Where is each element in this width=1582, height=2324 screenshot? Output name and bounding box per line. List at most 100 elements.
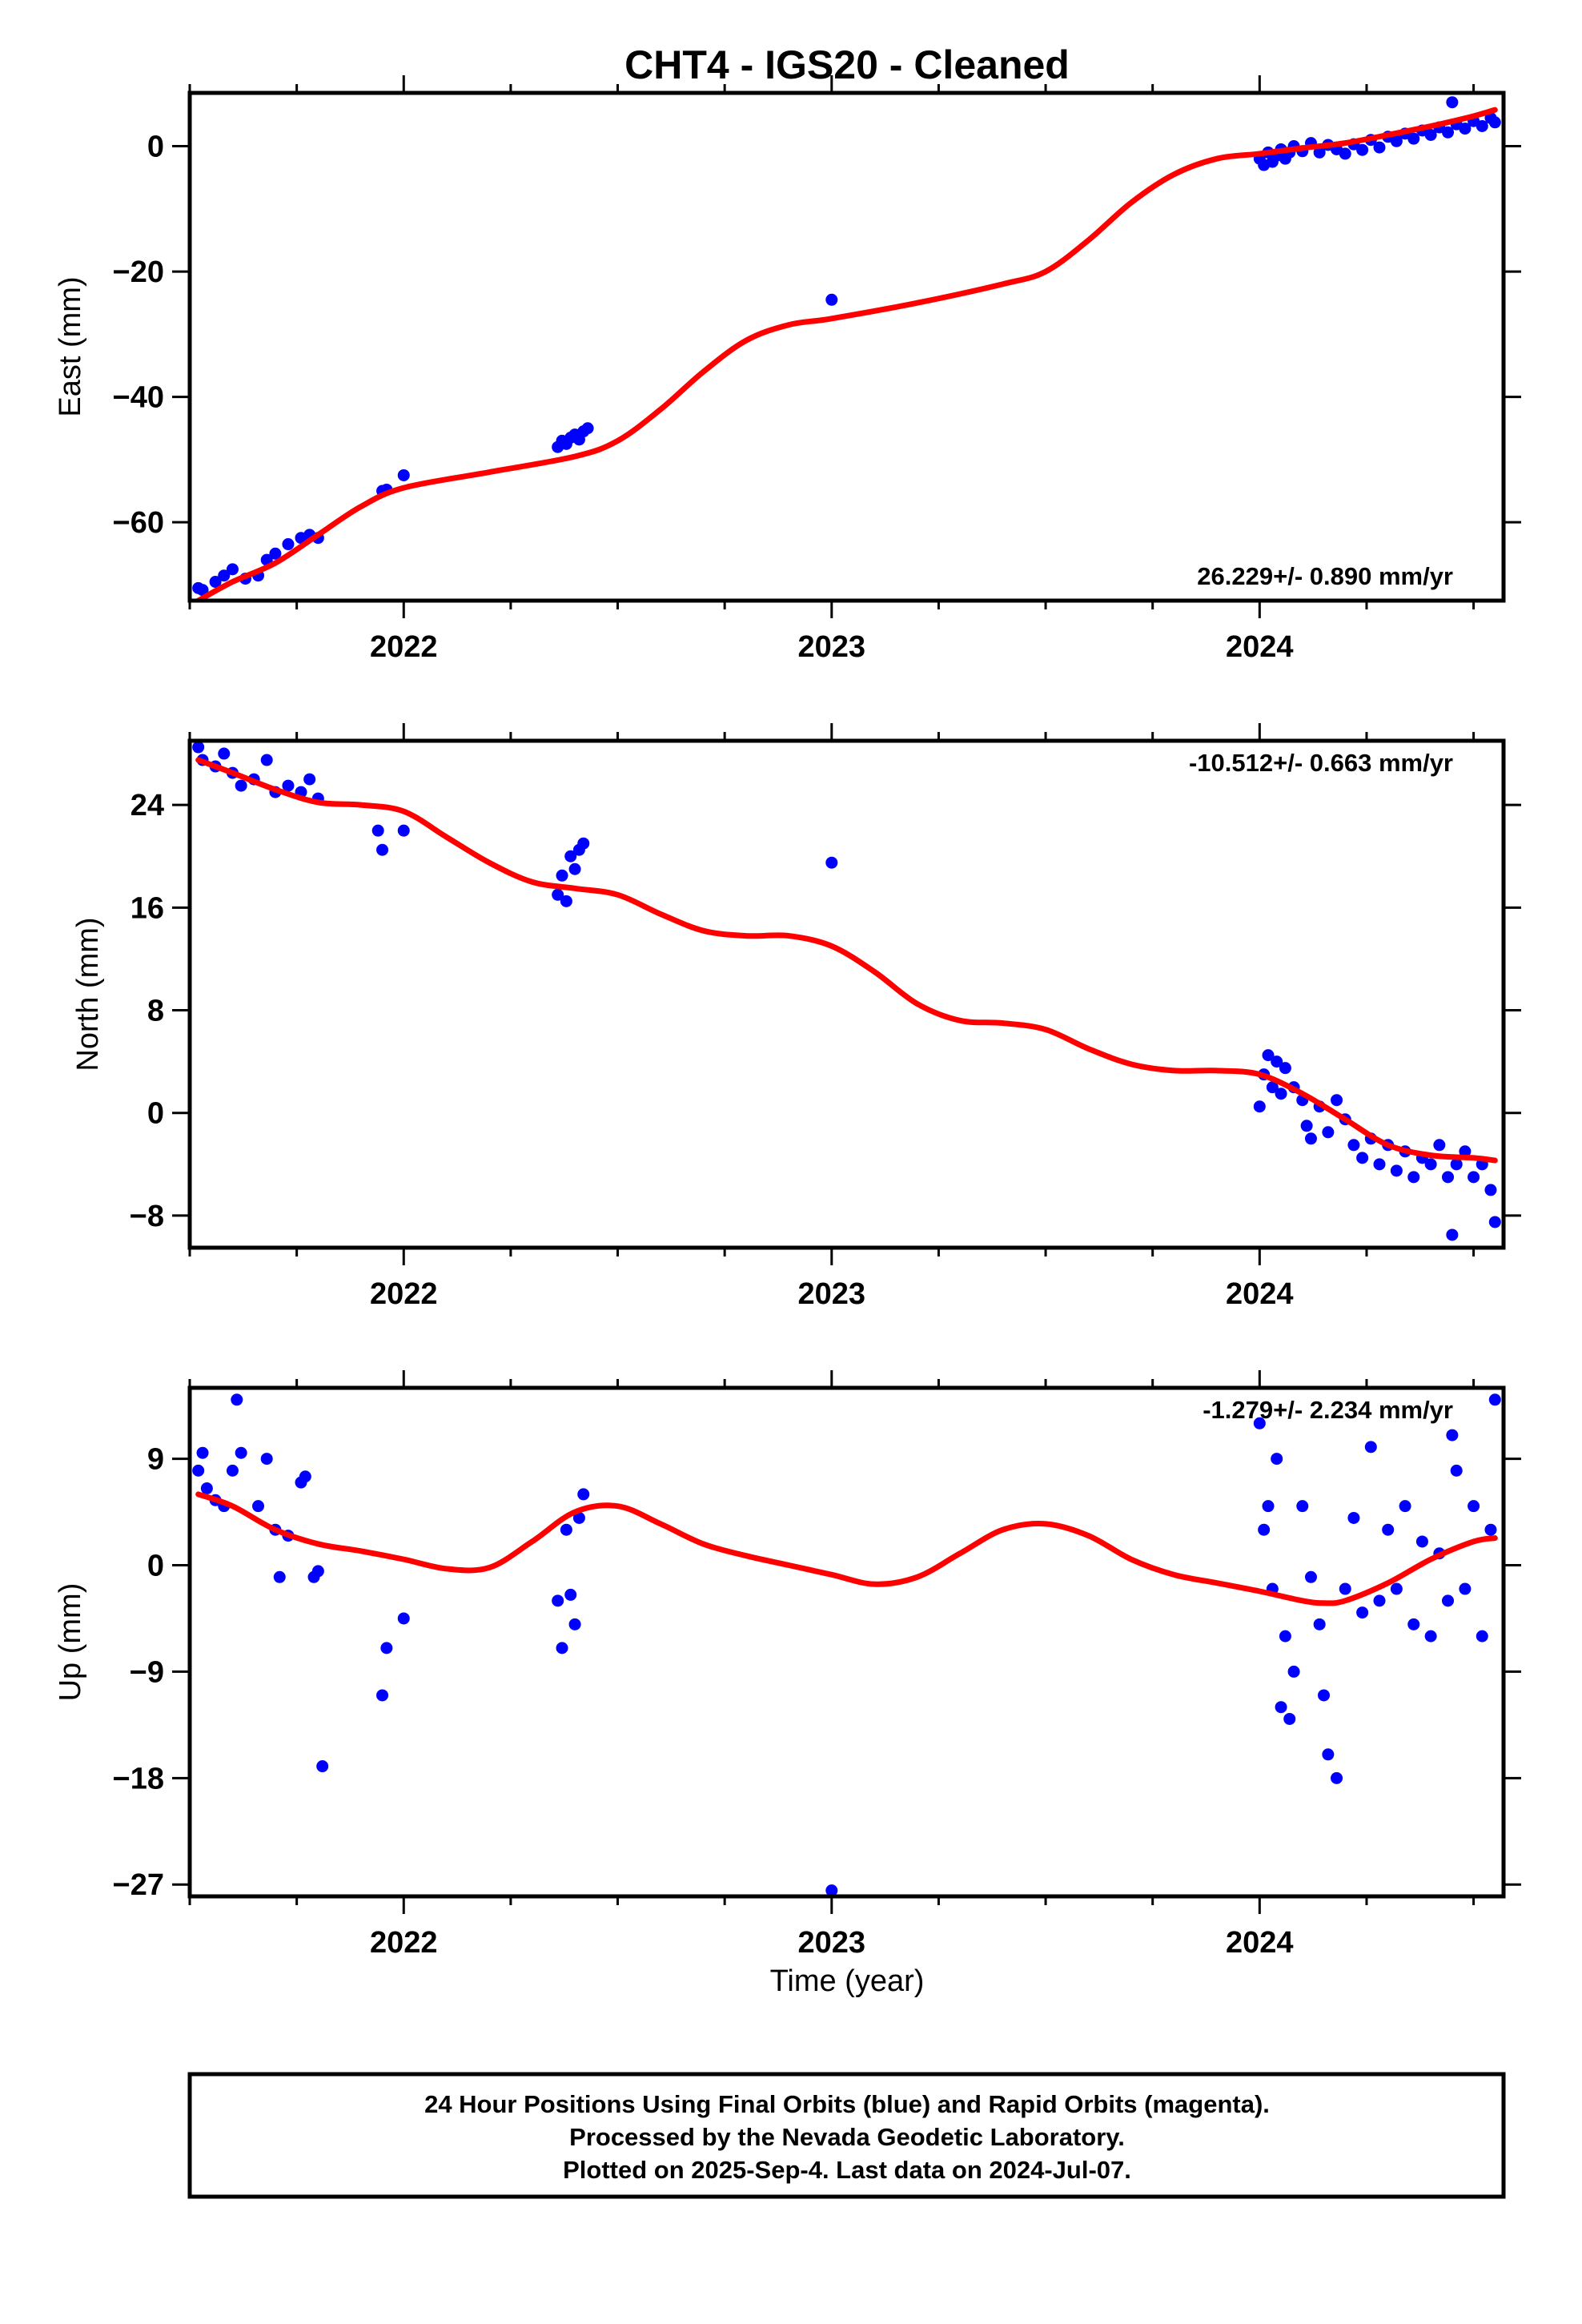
- up-data-point: [1275, 1701, 1287, 1714]
- figure-title: CHT4 - IGS20 - Cleaned: [624, 42, 1070, 87]
- east-data-point: [226, 563, 239, 576]
- up-data-point: [1287, 1665, 1300, 1678]
- east-rate-label: 26.229+/- 0.890 mm/yr: [1197, 562, 1453, 590]
- north-data-point: [1304, 1132, 1317, 1145]
- north-data-point: [1279, 1062, 1291, 1075]
- north-y-tick-label: 8: [147, 995, 164, 1028]
- up-y-tick-label: 0: [147, 1550, 164, 1583]
- up-data-point: [1304, 1570, 1317, 1583]
- up-data-point: [196, 1446, 209, 1459]
- north-y-tick-label: −8: [130, 1200, 164, 1233]
- east-fit-line: [195, 107, 1498, 601]
- north-data-point: [1442, 1171, 1455, 1184]
- north-data-point: [1488, 1216, 1501, 1228]
- up-plot-frame: [187, 1385, 1506, 1899]
- north-fit-line: [195, 757, 1498, 1164]
- east-y-axis-label: East (mm): [54, 276, 87, 416]
- north-data-point: [560, 895, 572, 907]
- up-data-point: [273, 1570, 286, 1583]
- east-plot-frame: [187, 90, 1506, 603]
- up-data-point: [1468, 1500, 1480, 1513]
- up-y-axis-label: Up (mm): [54, 1583, 87, 1702]
- up-data-point: [1476, 1630, 1488, 1642]
- east-data-point: [209, 576, 222, 589]
- north-y-tick-label: 24: [130, 789, 164, 822]
- north-data-point: [282, 779, 295, 792]
- east-data-point: [1339, 147, 1351, 160]
- north-data-point: [192, 741, 205, 754]
- north-data-point: [564, 850, 577, 862]
- north-data-point: [1484, 1184, 1497, 1196]
- north-data-point: [1433, 1139, 1446, 1152]
- up-data-point: [1415, 1535, 1428, 1548]
- north-data-point: [825, 856, 838, 869]
- north-data-point: [1459, 1145, 1472, 1158]
- up-data-point: [1339, 1582, 1351, 1595]
- footer-line-3: Plotted on 2025-Sep-4. Last data on 2024…: [563, 2156, 1131, 2184]
- north-x-tick-label: 2024: [1226, 1277, 1294, 1311]
- up-data-point: [1442, 1594, 1455, 1607]
- up-data-point: [1373, 1594, 1386, 1607]
- up-data-point: [226, 1464, 239, 1477]
- up-data-point: [1484, 1523, 1497, 1536]
- up-data-point: [260, 1453, 273, 1466]
- east-data-point: [269, 547, 282, 560]
- up-fit-line: [195, 1491, 1498, 1606]
- north-data-point: [218, 747, 231, 760]
- up-data-point: [556, 1642, 568, 1655]
- north-data-point: [260, 754, 273, 766]
- north-data-point: [1424, 1158, 1437, 1171]
- east-data-point: [1313, 146, 1326, 159]
- east-data-point: [1476, 119, 1488, 132]
- up-data-point: [252, 1500, 265, 1513]
- up-data-point: [552, 1594, 564, 1607]
- up-data-point: [825, 1884, 838, 1896]
- up-data-point: [1271, 1453, 1283, 1466]
- up-data-point: [1446, 1429, 1459, 1441]
- up-data-point: [1296, 1500, 1309, 1513]
- north-data-point: [1446, 1228, 1459, 1241]
- up-data-point: [1347, 1511, 1360, 1524]
- up-data-point: [200, 1482, 213, 1495]
- up-data-point: [1399, 1500, 1411, 1513]
- north-data-point: [1407, 1171, 1420, 1184]
- north-x-tick-label: 2023: [798, 1277, 866, 1311]
- up-panel: 2022 2023 2024 9 0 −9 −18 −27 Up (mm) -1.279+/- 2…: [54, 1370, 1521, 1960]
- up-data-point: [231, 1393, 243, 1406]
- north-panel: 2022 2023 2024 24 16 8 0 −8 North (mm) -10.512+/-…: [71, 723, 1521, 1311]
- north-data-point: [1356, 1152, 1369, 1164]
- east-x-tick-label: 2022: [370, 630, 438, 664]
- up-data-point: [572, 1511, 585, 1524]
- north-y-tick-label: 0: [147, 1097, 164, 1131]
- up-data-point: [577, 1488, 590, 1501]
- north-data-point: [235, 779, 247, 792]
- north-data-point: [1450, 1158, 1463, 1171]
- north-data-point: [1390, 1164, 1403, 1177]
- east-data-point: [1373, 141, 1386, 154]
- north-data-point: [397, 824, 410, 837]
- east-data-point: [1488, 116, 1501, 129]
- north-data-point: [1262, 1049, 1275, 1062]
- east-y-tick-label: −60: [113, 506, 164, 540]
- up-data-point: [1459, 1582, 1472, 1595]
- north-rate-label: -10.512+/- 0.663 mm/yr: [1189, 749, 1453, 777]
- east-panel: 2022 2023 2024 0 −20 −40 −60 East (mm) 26.229+/-…: [54, 75, 1521, 664]
- east-data-point: [1459, 123, 1472, 135]
- north-data-point: [568, 862, 581, 875]
- up-data-point: [1364, 1441, 1377, 1454]
- east-y-tick-label: −40: [113, 381, 164, 415]
- east-data-point: [1424, 128, 1437, 141]
- north-data-point: [303, 773, 316, 786]
- east-data-point: [1407, 132, 1420, 145]
- up-data-point: [1450, 1464, 1463, 1477]
- east-data-point: [581, 422, 594, 435]
- up-data-point: [1407, 1618, 1420, 1630]
- up-y-tick-label: −27: [113, 1868, 164, 1902]
- up-data-point: [397, 1612, 410, 1625]
- north-data-point: [1468, 1171, 1480, 1184]
- up-data-point: [192, 1464, 205, 1477]
- up-data-point: [1253, 1417, 1266, 1429]
- up-x-tick-label: 2023: [798, 1926, 866, 1960]
- north-y-tick-label: 16: [130, 891, 164, 925]
- up-data-point: [380, 1642, 393, 1655]
